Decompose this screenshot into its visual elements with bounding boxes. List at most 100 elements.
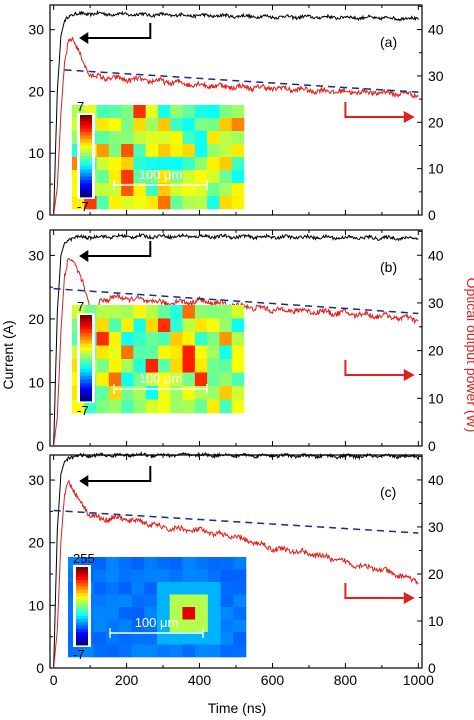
inset-pixel <box>231 105 245 119</box>
inset-pixel <box>207 399 220 414</box>
inset-pixel <box>145 105 159 119</box>
y-left-tick-label: 30 <box>28 22 44 38</box>
colorbar-step <box>80 115 92 119</box>
inset-pixel <box>131 644 145 658</box>
inset-pixel <box>144 557 158 570</box>
inset-pixel <box>169 619 183 633</box>
inset-pixel <box>194 332 208 346</box>
colorbar-step <box>80 193 92 198</box>
colorbar-step <box>80 159 92 164</box>
y-right-tick-label: 10 <box>428 613 444 629</box>
inset-pixel <box>220 582 234 595</box>
trend-dashed-line <box>53 287 419 315</box>
inset-pixel <box>158 131 171 145</box>
colorbar: 7 -7 <box>77 99 95 214</box>
inset-pixel <box>133 345 147 360</box>
scale-bar: 100 μm <box>113 167 208 190</box>
colorbar-step <box>80 125 92 130</box>
inset-pixel <box>145 170 159 184</box>
inset-pixel <box>145 196 159 210</box>
colorbar-min-label: -7 <box>73 647 85 662</box>
inset-pixel <box>207 131 220 145</box>
inset-pixel <box>182 131 196 145</box>
inset-pixel <box>106 582 120 595</box>
inset-pixel <box>133 332 147 346</box>
y-right-tick-label: 20 <box>428 566 444 582</box>
panel-label: (a) <box>380 34 397 50</box>
inset-pixel <box>169 594 183 608</box>
colorbar-step <box>76 589 88 594</box>
inset-pixel <box>133 305 147 319</box>
inset-pixel <box>207 332 220 346</box>
inset-pixel <box>220 569 234 583</box>
inset-pixel <box>108 372 122 387</box>
colorbar-step <box>80 329 92 334</box>
inset-pixel <box>158 157 171 171</box>
right-arrow-shaft <box>344 583 404 599</box>
inset-pixel <box>93 644 107 658</box>
inset-pixel <box>169 632 183 645</box>
colorbar-step <box>76 580 88 584</box>
inset-pixel <box>170 359 183 373</box>
colorbar-step <box>76 596 88 600</box>
colorbar-step <box>80 128 92 133</box>
inset-pixel <box>96 144 110 158</box>
inset-pixel <box>233 607 247 620</box>
colorbar-step <box>80 318 92 323</box>
inset-pixel <box>231 386 245 400</box>
inset-pixel <box>182 386 196 400</box>
inset-pixel <box>207 632 221 645</box>
inset-pixel <box>207 144 220 158</box>
inset-pixel <box>108 131 122 145</box>
inset-pixel <box>133 157 147 171</box>
inset-pixel <box>231 196 245 210</box>
trend-dashed-line <box>53 509 419 534</box>
colorbar-step <box>80 386 92 391</box>
inset-pixel <box>169 569 183 583</box>
inset-pixel <box>96 372 110 387</box>
inset-pixel <box>182 632 196 645</box>
inset-pixel <box>194 305 208 319</box>
colorbar-step <box>76 583 88 587</box>
inset-pixel <box>194 359 208 373</box>
inset-pixel <box>219 118 233 132</box>
inset-pixel <box>194 196 208 210</box>
power-series-line <box>53 37 419 216</box>
inset-pixel <box>194 144 208 158</box>
inset-pixel <box>133 183 147 197</box>
colorbar-step <box>76 612 88 617</box>
colorbar-step <box>80 179 92 184</box>
inset-pixel <box>108 305 122 319</box>
colorbar-max-label: 7 <box>77 99 84 114</box>
inset-pixel <box>144 607 158 620</box>
inset-pixel <box>233 632 247 645</box>
inset-pixel <box>93 632 107 645</box>
inset-pixel <box>170 170 183 184</box>
inset-pixel <box>145 399 159 414</box>
y-right-tick-label: 0 <box>428 660 436 676</box>
inset-pixel <box>121 118 134 132</box>
inset-pixel <box>144 569 158 583</box>
inset-pixel <box>207 386 220 400</box>
inset-pixel <box>219 144 233 158</box>
colorbar: 255 -7 <box>73 551 95 662</box>
y-left-tick-label: 10 <box>28 374 44 390</box>
colorbar-max-label: 255 <box>73 551 95 566</box>
colorbar-step <box>76 635 88 639</box>
colorbar-step <box>76 606 88 610</box>
inset-pixel <box>170 372 183 387</box>
inset-pixel <box>233 569 247 583</box>
inset-pixel <box>231 359 245 373</box>
inset-pixel <box>118 582 132 595</box>
inset-pixel <box>84 196 97 210</box>
y-left-tick-label: 10 <box>28 145 44 161</box>
colorbar-step <box>80 315 92 319</box>
inset-pixel <box>133 170 147 184</box>
y-left-tick-label: 20 <box>28 535 44 551</box>
inset-pixel <box>108 399 122 414</box>
inset-pixel <box>144 644 158 658</box>
inset-pixel <box>93 582 107 595</box>
inset-pixel <box>231 305 245 319</box>
inset-pixel <box>157 619 171 633</box>
left-arrow-head <box>79 32 89 44</box>
